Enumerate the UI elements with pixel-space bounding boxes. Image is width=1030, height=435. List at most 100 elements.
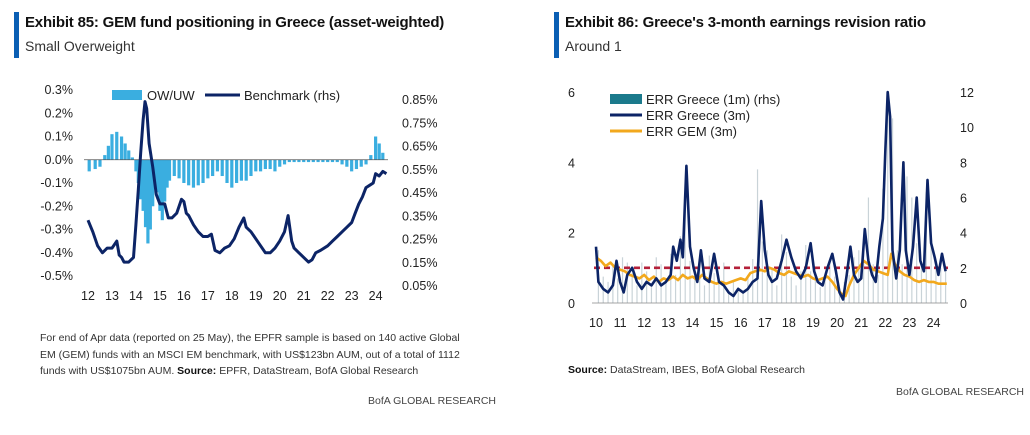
owuw-bar (165, 159, 169, 188)
err-greece-1m-bar (641, 262, 643, 303)
legend-err-gem-3m-label: ERR GEM (3m) (646, 124, 737, 139)
x-tick-label: 22 (321, 289, 335, 303)
owuw-bar (316, 159, 320, 163)
owuw-bar (182, 159, 186, 183)
err-greece-3m-line (594, 90, 947, 301)
owuw-bar (244, 159, 248, 181)
x-tick-label: 18 (782, 316, 796, 330)
note-source-label: Source: (177, 365, 217, 377)
owuw-bar (287, 159, 291, 163)
x-tick-label: 18 (225, 289, 239, 303)
title-accent-bar (554, 12, 559, 58)
exhibit-86-panel: Exhibit 86: Greece's 3-month earnings re… (540, 0, 1030, 435)
y-right-tick-label: 0 (960, 297, 967, 311)
x-tick-label: 16 (734, 316, 748, 330)
err-greece-1m-bar (872, 264, 874, 303)
owuw-bar (263, 159, 267, 170)
err-greece-1m-bar (617, 278, 619, 303)
y-left-tick-label: 0 (568, 297, 575, 311)
err-greece-1m-bar (916, 243, 918, 303)
owuw-bar (278, 159, 282, 167)
x-tick-label: 12 (81, 289, 95, 303)
note-source-text: EPFR, DataStream, BofA Global Research (219, 365, 419, 377)
y-right-tick-label: 8 (960, 156, 967, 170)
owuw-bar (106, 145, 110, 160)
y-left-tick-label: -0.3% (40, 223, 73, 237)
x-tick-label: 14 (685, 316, 699, 330)
err-greece-1m-bar (935, 259, 937, 303)
owuw-bar (187, 159, 191, 186)
owuw-bar (249, 159, 253, 177)
err-greece-1m-bar (713, 273, 715, 303)
owuw-bar (130, 157, 134, 160)
y-left-tick-label: -0.1% (40, 176, 73, 190)
owuw-bar (330, 159, 335, 163)
owuw-bar (335, 159, 339, 163)
err-greece-1m-bar (737, 287, 739, 303)
owuw-bar (139, 159, 143, 200)
y-right-tick-label: 6 (960, 192, 967, 206)
owuw-bar (191, 159, 196, 188)
err-greece-1m-bar (809, 271, 812, 303)
x-tick-label: 16 (177, 289, 191, 303)
x-tick-label: 17 (201, 289, 215, 303)
owuw-bar (141, 159, 145, 211)
exhibit-85-panel: Exhibit 85: GEM fund positioning in Gree… (0, 0, 510, 435)
legend-owuw-swatch (112, 90, 142, 100)
owuw-bar (239, 159, 243, 181)
y-right-tick-label: 12 (960, 86, 974, 100)
err-greece-1m-bar (646, 271, 648, 303)
x-tick-label: 13 (105, 289, 119, 303)
owuw-bar (151, 159, 155, 207)
x-tick-label: 10 (589, 316, 603, 330)
err-greece-1m-bar (636, 285, 638, 303)
x-tick-label: 14 (129, 289, 143, 303)
err-greece-1m-bar (800, 271, 802, 303)
y-right-tick-label: 0.05% (402, 279, 437, 293)
y-left-tick-label: -0.4% (40, 246, 73, 260)
x-tick-label: 24 (369, 289, 383, 303)
y-right-tick-label: 0.45% (402, 186, 437, 200)
owuw-bar (258, 159, 263, 172)
y-left-tick-label: 0.1% (45, 130, 74, 144)
owuw-bar (369, 155, 373, 160)
owuw-bar (119, 136, 124, 160)
owuw-bar (273, 159, 277, 172)
y-right-tick-label: 0.55% (402, 163, 437, 177)
x-axis-ticks: 12 13 14 15 16 17 18 19 20 21 22 23 24 (81, 289, 383, 303)
err-greece-1m-bar (940, 267, 942, 303)
source-label: Source: (568, 364, 608, 376)
owuw-bar (148, 159, 152, 230)
err-greece-1m-bar (829, 260, 831, 303)
legend-err-greece-1m-label: ERR Greece (1m) (rhs) (646, 92, 780, 107)
owuw-bar (172, 159, 176, 177)
source-text: DataStream, IBES, BofA Global Research (610, 364, 805, 376)
legend-benchmark-label: Benchmark (rhs) (244, 88, 340, 103)
x-tick-label: 23 (345, 289, 359, 303)
y-left-tick-label: 2 (568, 227, 575, 241)
owuw-bar (196, 159, 200, 186)
x-tick-label: 21 (297, 289, 311, 303)
owuw-bar (230, 159, 234, 188)
owuw-bar (374, 136, 378, 160)
err-greece-1m-bar (631, 273, 633, 303)
owuw-bar (297, 159, 301, 163)
left-y-axis-ticks: 0 2 4 6 (568, 86, 575, 311)
legend: OW/UW Benchmark (rhs) (112, 88, 340, 103)
err-greece-1m-bar (906, 176, 908, 303)
err-greece-1m-bar (776, 285, 778, 303)
owuw-bar (160, 159, 164, 221)
exhibit-86-title: Exhibit 86: Greece's 3-month earnings re… (565, 14, 926, 31)
owuw-bar (215, 159, 220, 172)
y-left-tick-label: 0.3% (45, 83, 74, 97)
x-tick-label: 24 (927, 316, 941, 330)
legend-owuw-label: OW/UW (147, 88, 195, 103)
err-greece-1m-bar (824, 276, 826, 303)
owuw-bar (235, 159, 239, 183)
owuw-bar (206, 159, 210, 179)
y-left-tick-label: 0.2% (45, 106, 74, 120)
err-greece-1m-bar (761, 241, 763, 303)
err-greece-1m-bar (887, 100, 889, 304)
x-tick-label: 23 (902, 316, 916, 330)
owuw-bar (340, 159, 344, 165)
